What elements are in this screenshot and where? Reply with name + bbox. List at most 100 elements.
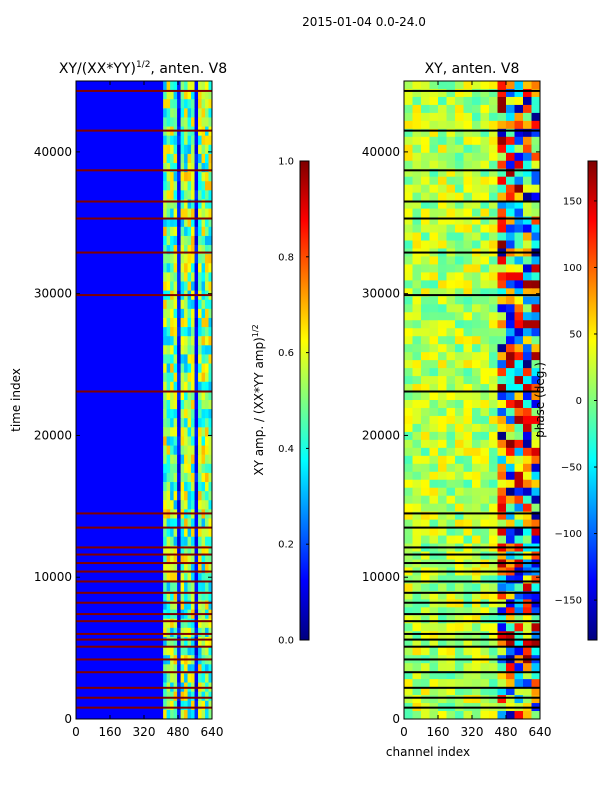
amplitude-cell: [201, 700, 206, 711]
phase-cell: [531, 88, 540, 98]
phase-cell: [421, 344, 430, 353]
amplitude-cell: [170, 354, 175, 365]
amplitude-cell: [163, 573, 168, 583]
amplitude-cell: [170, 709, 175, 719]
amplitude-cell: [191, 81, 196, 91]
amplitude-cell: [184, 199, 189, 210]
amplitude-cell: [198, 226, 203, 237]
amplitude-cell: [184, 363, 189, 374]
phase-cell: [463, 272, 473, 281]
amplitude-cell: [170, 400, 175, 410]
phase-cell: [446, 208, 456, 218]
phase-cell: [514, 623, 524, 632]
phase-cell: [489, 128, 498, 138]
phase-cell: [463, 344, 473, 353]
amplitude-cell: [205, 564, 210, 574]
phase-cell: [455, 631, 464, 640]
amplitude-cell: [198, 673, 203, 684]
amplitude-cell: [184, 81, 189, 91]
phase-cell: [404, 280, 413, 289]
amplitude-cell: [194, 245, 199, 255]
amplitude-cell: [163, 345, 168, 355]
phase-cell: [412, 368, 422, 377]
phase-cell: [421, 431, 430, 441]
phase-cell: [480, 360, 490, 369]
phase-cell: [506, 687, 515, 696]
phase-cell: [455, 711, 464, 719]
phase-cell: [497, 535, 507, 545]
phase-cell: [446, 384, 456, 393]
amplitude-cell: [166, 317, 171, 328]
amplitude-flagged-row: [76, 591, 212, 594]
amplitude-cell: [187, 199, 192, 210]
phase-cell: [523, 631, 532, 640]
amplitude-cell: [191, 600, 196, 611]
amplitude-cell: [205, 436, 210, 447]
phase-cell: [446, 631, 456, 640]
phase-cell: [421, 527, 430, 537]
amplitude-cell: [205, 545, 210, 556]
amplitude-cell: [184, 564, 189, 574]
phase-cell: [523, 431, 532, 441]
phase-cell: [412, 447, 422, 457]
phase-cell: [412, 384, 422, 393]
amplitude-cell: [201, 99, 206, 109]
phase-cell: [455, 471, 464, 481]
amplitude-cell: [198, 308, 203, 319]
y-tick-label: 20000: [362, 428, 400, 442]
amplitude-cell: [184, 436, 189, 447]
amplitude-cell: [208, 390, 212, 401]
phase-cell: [438, 120, 447, 130]
phase-colorbar-label: phase (deg.): [533, 362, 547, 438]
phase-cell: [421, 224, 430, 234]
phase-cell: [506, 312, 515, 321]
phase-cell: [421, 88, 430, 98]
phase-cell: [480, 368, 490, 377]
phase-cell: [506, 439, 515, 449]
phase-cell: [480, 152, 490, 162]
phase-cell: [438, 615, 447, 624]
phase-cell: [455, 463, 464, 473]
phase-cell: [446, 81, 456, 90]
phase-cell: [497, 176, 507, 186]
phase-cell: [480, 679, 490, 688]
phase-cell: [429, 695, 439, 704]
phase-cell: [446, 495, 456, 505]
phase-cell: [429, 168, 439, 178]
phase-cell: [446, 304, 456, 313]
amplitude-cell: [180, 618, 185, 629]
amplitude-cell: [187, 573, 192, 583]
phase-cell: [421, 407, 430, 417]
amplitude-cell: [201, 263, 206, 273]
amplitude-cell: [177, 409, 182, 419]
amplitude-cell: [201, 336, 206, 346]
phase-cell: [446, 272, 456, 281]
phase-cell: [497, 280, 507, 289]
amplitude-cell: [208, 281, 212, 292]
phase-cell: [455, 200, 464, 210]
phase-cell: [446, 431, 456, 441]
amplitude-cell: [187, 582, 192, 592]
phase-cell: [438, 439, 447, 449]
amplitude-cell: [208, 618, 212, 629]
amplitude-cell: [173, 564, 178, 574]
phase-cell: [438, 304, 447, 313]
phase-flagged-row: [404, 645, 540, 648]
amplitude-cell: [198, 90, 203, 100]
phase-cell: [404, 96, 413, 106]
phase-cell: [404, 81, 413, 90]
phase-cell: [438, 352, 447, 361]
amplitude-cell: [187, 281, 192, 292]
phase-cell: [429, 280, 439, 289]
amplitude-cell: [208, 153, 212, 164]
phase-cell: [514, 471, 524, 481]
phase-cell: [506, 81, 515, 90]
phase-cell: [523, 128, 532, 138]
amplitude-cell: [173, 673, 178, 684]
phase-cell: [421, 320, 430, 329]
phase-cell: [455, 679, 464, 688]
amplitude-cell: [163, 317, 168, 328]
amplitude-cell: [187, 390, 192, 401]
amplitude-cell: [208, 554, 212, 565]
amplitude-cell: [191, 390, 196, 401]
